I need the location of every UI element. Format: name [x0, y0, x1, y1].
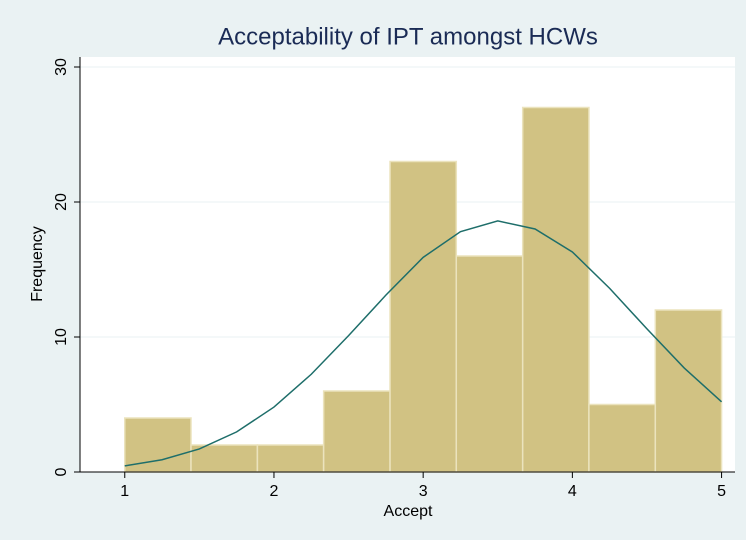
bar	[588, 403, 657, 473]
normal-curve	[124, 220, 723, 467]
y-tick-label: 20	[53, 193, 70, 211]
bar	[455, 255, 524, 473]
bar	[654, 309, 723, 473]
bar	[322, 390, 391, 473]
y-tick-label: 0	[53, 467, 70, 476]
x-tick-label: 2	[270, 483, 279, 500]
x-tick-label: 4	[568, 483, 577, 500]
x-tick-label: 5	[717, 483, 726, 500]
x-tick-label: 3	[419, 483, 428, 500]
bar	[190, 444, 259, 473]
chart-title: Acceptability of IPT amongst HCWs	[218, 23, 598, 50]
y-tick-label: 10	[53, 328, 70, 346]
x-tick-label: 1	[120, 483, 129, 500]
y-axis-label: Frequency	[29, 226, 46, 302]
bar	[389, 160, 458, 473]
bar	[256, 444, 325, 473]
x-axis-label: Accept	[384, 503, 433, 520]
bar	[521, 106, 590, 473]
y-tick-label: 30	[53, 58, 70, 76]
